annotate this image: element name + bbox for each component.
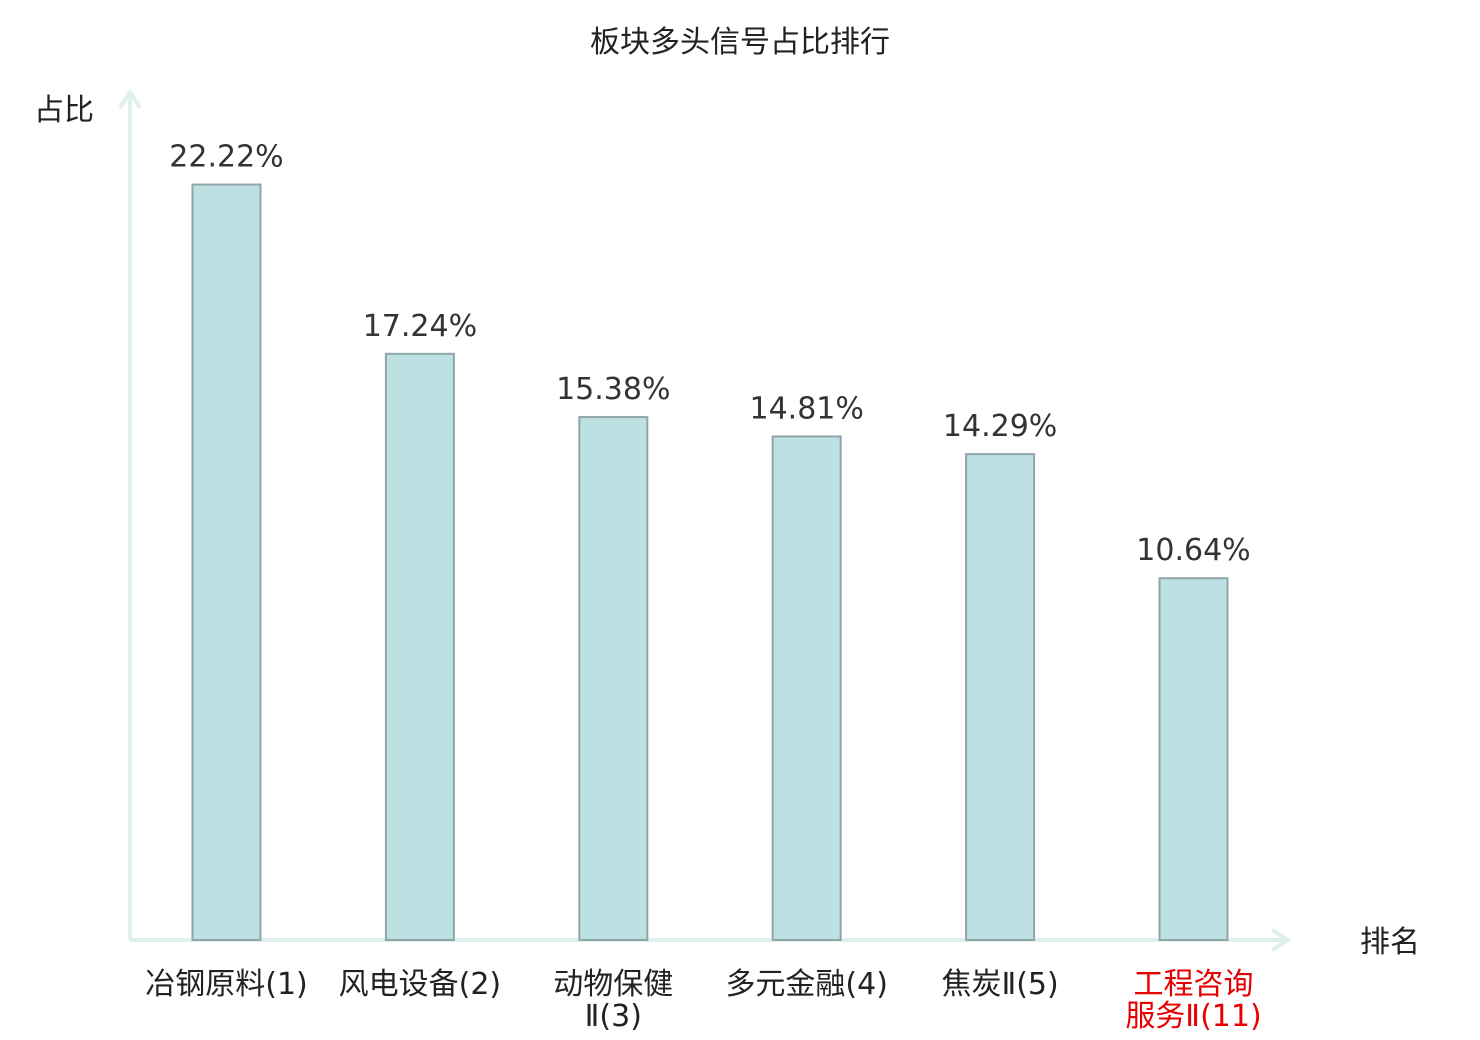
category-label: 风电设备(2) bbox=[339, 967, 502, 1002]
category-label: Ⅱ(3) bbox=[585, 999, 642, 1034]
bar bbox=[1158, 577, 1229, 941]
bar bbox=[578, 416, 649, 941]
x-axis-label: 排名 bbox=[1360, 925, 1420, 960]
value-label: 10.64% bbox=[1136, 533, 1250, 568]
category-label: 多元金融(4) bbox=[725, 967, 888, 1002]
bar bbox=[965, 453, 1036, 941]
category-label: 焦炭Ⅱ(5) bbox=[941, 967, 1058, 1002]
category-label-highlight: 服务Ⅱ(11) bbox=[1125, 999, 1261, 1034]
chart-title: 板块多头信号占比排行 bbox=[590, 25, 890, 60]
value-label: 15.38% bbox=[556, 372, 670, 407]
bar bbox=[771, 435, 842, 941]
y-axis-arrow bbox=[118, 88, 142, 110]
value-label: 22.22% bbox=[169, 140, 283, 175]
bars bbox=[191, 183, 1229, 941]
category-label: 冶钢原料(1) bbox=[145, 967, 308, 1002]
value-label: 17.24% bbox=[363, 309, 477, 344]
x-axis-arrow bbox=[1270, 928, 1292, 952]
value-label: 14.81% bbox=[750, 391, 864, 426]
category-label-highlight: 工程咨询 bbox=[1134, 967, 1254, 1002]
y-axis-label: 占比 bbox=[34, 93, 94, 128]
bar bbox=[384, 352, 455, 941]
value-label: 14.29% bbox=[943, 409, 1057, 444]
bar bbox=[191, 183, 262, 941]
category-label: 动物保健 bbox=[553, 967, 673, 1002]
axes bbox=[118, 88, 1292, 952]
value-labels: 22.22% 17.24% 15.38% 14.81% 14.29% 10.64% bbox=[169, 140, 1250, 569]
